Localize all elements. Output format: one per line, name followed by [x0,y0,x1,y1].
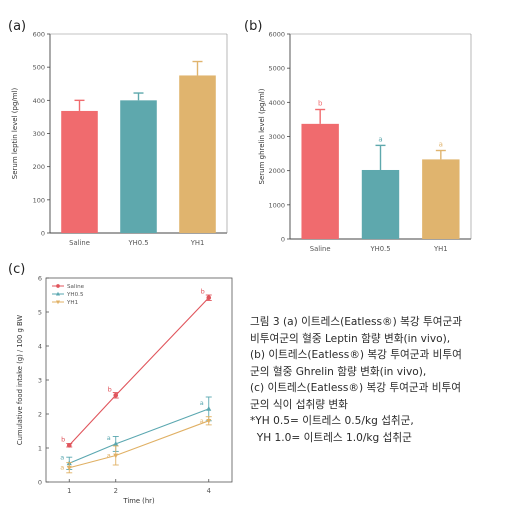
series-line [69,420,209,469]
x-tick-label: 4 [207,487,211,495]
y-tick-label: 300 [33,130,45,138]
y-tick-label: 100 [33,196,45,204]
series-line [68,297,210,446]
caption-line: 군의 혈중 Ghrelin 함량 변화(in vivo), [250,365,427,378]
panel-b-ghrelin-chart: (b) 0 1000 2000 3000 4000 5000 6000 Serum ghreli… [244,19,472,253]
bar [179,75,216,233]
x-tick-label: YH1 [190,239,205,247]
significance-letter: a [378,135,382,143]
caption-line: YH 1.0= 이트레스 1.0/kg 섭취군 [250,431,412,444]
data-point [66,465,72,471]
plot-frame [45,277,233,483]
y-tick-label: 3000 [268,133,285,141]
y-tick-label: 200 [33,163,45,171]
y-tick-label: 2000 [268,167,285,175]
data-point [113,441,119,446]
panel-label: (b) [244,19,262,34]
y-tick-label: 2 [38,411,42,419]
significance-letter: a [107,451,111,459]
data-point [55,291,61,296]
caption-line: 군의 식이 섭취량 변화 [250,398,348,411]
y-tick-label: 6000 [268,31,285,39]
y-tick-label: 600 [33,31,45,39]
panel-c-food-intake-chart: (c) 0 1 2 3 4 5 6 1 2 4 Cumulative food intake (g) … [8,262,233,505]
caption-line: 그림 3 (a) 이트레스(Eatless®) 복강 투여군과 [250,316,462,328]
bar [120,100,157,233]
significance-letter: a [439,141,443,149]
bar [61,110,98,233]
data-point [55,300,61,305]
bar [361,169,400,239]
panel-label: (a) [8,19,26,34]
legend-label: YH1 [66,300,79,306]
x-tick-label: Saline [69,239,90,247]
panel-a-leptin-chart: (a) 0 100 200 300 400 500 600 Serum leptin level… [8,19,228,247]
y-tick-label: 400 [33,97,45,105]
y-tick-label: 0 [38,479,42,487]
caption-line: *YH 0.5= 이트레스 0.5/kg 섭취군, [250,415,414,427]
significance-letter: b [201,288,205,296]
y-tick-label: 0 [281,236,285,244]
data-point [206,295,212,301]
y-axis-label: Serum leptin level (pg/ml) [11,87,19,179]
x-tick-label: Saline [310,245,331,253]
legend-label: Saline [67,284,85,290]
significance-letter: a [107,434,111,442]
data-point [56,284,60,288]
y-tick-label: 1 [38,445,42,453]
x-tick-label: 1 [67,487,71,495]
significance-letter: a [60,464,64,472]
x-axis-label: Time (hr) [122,497,155,505]
significance-letter: b [61,435,65,443]
y-tick-label: 4 [38,343,42,351]
y-tick-label: 4000 [268,99,285,107]
significance-letter: a [200,399,204,407]
x-tick-label: YH1 [433,245,448,253]
panel-label: (c) [8,262,25,277]
significance-letter: a [200,417,204,425]
y-tick-label: 6 [38,275,42,283]
bar [301,123,339,239]
legend-label: YH0.5 [66,292,84,298]
y-tick-label: 5 [38,309,42,317]
data-point [206,406,212,411]
y-tick-label: 3 [38,377,42,385]
y-tick-label: 500 [33,64,45,72]
y-tick-label: 5000 [268,65,285,73]
significance-letter: b [318,100,323,108]
data-point [206,418,212,424]
data-point [66,442,72,448]
x-tick-label: 2 [114,487,118,495]
y-tick-label: 1000 [268,201,285,209]
caption-line: (b) 이트레스(Eatless®) 복강 투여군과 비투여 [250,349,462,361]
y-axis-label: Cumulative food intake (g) / 100 g BW [16,315,24,445]
caption-line: 비투여군의 혈중 Leptin 함량 변화(in vivo), [250,332,451,345]
significance-letter: b [108,385,112,393]
caption-line: (c) 이트레스(Eatless®) 복강 투여군과 비투여 [250,382,461,394]
y-axis-label: Serum ghrelin level (pg/ml) [258,88,266,184]
series-line [69,408,209,464]
figure-caption: 그림 3 (a) 이트레스(Eatless®) 복강 투여군과 비투여군의 혈중… [250,314,500,446]
y-tick-label: 0 [41,230,45,238]
x-tick-label: YH0.5 [127,239,148,247]
data-point [113,393,119,398]
x-tick-label: YH0.5 [369,245,390,253]
significance-letter: a [60,453,64,461]
data-point [113,453,119,459]
bar [422,159,460,239]
